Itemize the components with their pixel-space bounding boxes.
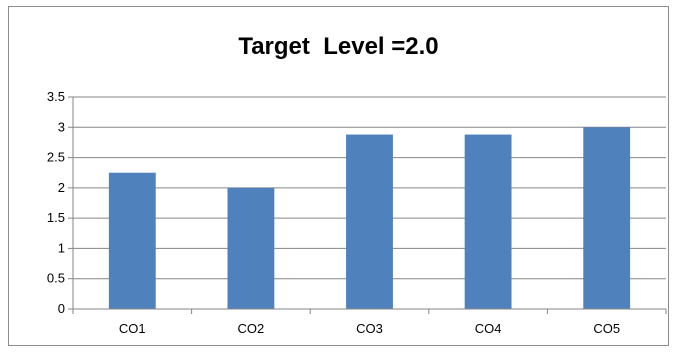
- bar-chart: 0 0.5 1 1.5 2 2.5 3 3.5 CO1 CO2 CO3 CO4 CO5: [47, 89, 667, 336]
- x-tick-label: CO5: [593, 321, 620, 336]
- y-tick-label: 3.5: [47, 89, 65, 104]
- y-tick-label: 0: [58, 301, 65, 316]
- chart-frame: Target Level =2.0 0 0.5 1 1.5 2 2.5 3 3.5 CO1 CO2…: [8, 6, 669, 346]
- axes: [68, 96, 667, 314]
- y-tick-label: 2.5: [47, 150, 65, 165]
- bar-co3: [346, 134, 393, 309]
- x-tick-label: CO1: [119, 321, 146, 336]
- bar-co2: [227, 187, 275, 309]
- bars: [108, 127, 631, 310]
- bar-co4: [464, 134, 512, 309]
- x-tick-label: CO2: [238, 321, 265, 336]
- y-tick-label: 2: [58, 180, 65, 195]
- tick-labels: 0 0.5 1 1.5 2 2.5 3 3.5 CO1 CO2 CO3 CO4 CO5: [47, 89, 620, 336]
- y-tick-label: 1: [58, 240, 65, 255]
- y-tick-label: 1.5: [47, 210, 65, 225]
- y-tick-label: 0.5: [47, 271, 65, 286]
- x-tick-label: CO3: [356, 321, 383, 336]
- bar-co1: [108, 172, 156, 309]
- bar-co5: [583, 127, 631, 310]
- x-tick-label: CO4: [475, 321, 502, 336]
- y-tick-label: 3: [58, 119, 65, 134]
- chart-title: Target Level =2.0: [238, 33, 439, 60]
